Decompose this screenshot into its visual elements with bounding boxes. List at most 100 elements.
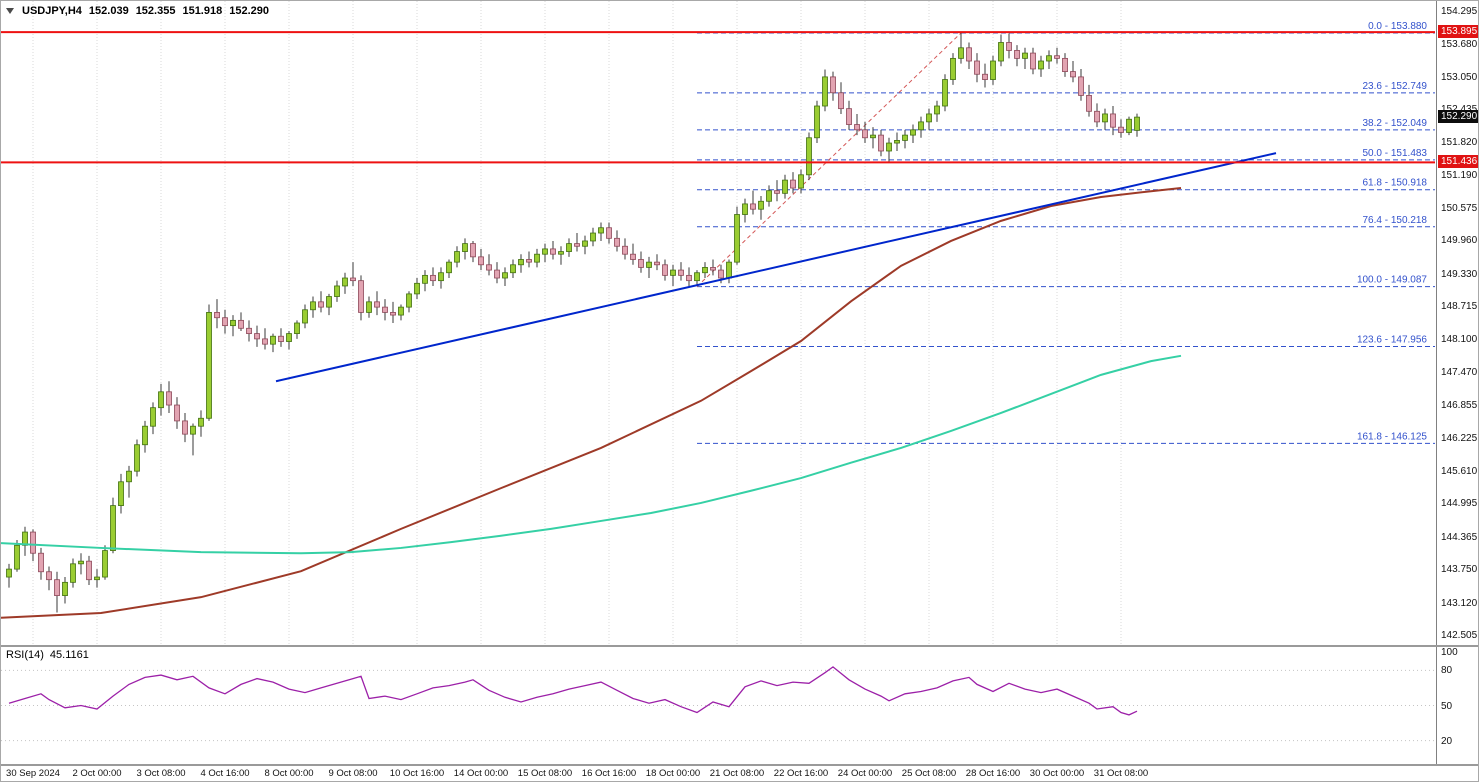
candlestick — [910, 124, 916, 144]
candlestick — [1006, 33, 1012, 59]
candlestick — [470, 240, 476, 263]
candlestick — [902, 129, 908, 149]
hline-price-badge: 151.436 — [1438, 155, 1478, 169]
price-axis-label: 153.680 — [1441, 38, 1478, 50]
candlestick — [398, 304, 404, 321]
time-axis-label: 22 Oct 16:00 — [773, 768, 829, 779]
candlestick — [1110, 106, 1116, 136]
price-axis[interactable]: 154.295 153.680 153.050 152.435 151.820 151.1… — [1436, 1, 1478, 645]
rsi-panel[interactable]: RSI(14) 45.1161 — [1, 647, 1436, 764]
candlestick — [558, 246, 564, 265]
fibonacci-retracement[interactable]: 0.0 - 153.880 23.6 - 152.749 38.2 - 152.04… — [696, 21, 1435, 444]
candlestick — [630, 243, 636, 265]
candlestick — [966, 42, 972, 69]
candlestick — [726, 259, 732, 284]
candlestick — [118, 473, 124, 514]
candlestick — [750, 190, 756, 215]
candlestick — [134, 439, 140, 477]
candlestick — [438, 267, 444, 289]
candlestick — [302, 304, 308, 329]
candlestick — [830, 71, 836, 101]
time-axis-label: 31 Oct 08:00 — [1093, 768, 1149, 779]
candlestick — [534, 248, 540, 268]
time-axis-label: 9 Oct 08:00 — [328, 768, 378, 779]
rsi-axis-label: 80 — [1441, 665, 1453, 677]
candlestick-series — [6, 32, 1140, 613]
candlestick — [734, 206, 740, 265]
candlestick — [918, 116, 924, 138]
candlestick — [486, 254, 492, 276]
candlestick — [70, 558, 76, 588]
time-axis-label: 18 Oct 00:00 — [645, 768, 701, 779]
time-axis-label: 21 Oct 08:00 — [709, 768, 765, 779]
candlestick — [270, 333, 276, 353]
price-axis-label: 147.470 — [1441, 367, 1478, 379]
rsi-axis[interactable]: 100 80 50 20 — [1436, 647, 1478, 764]
price-axis-label: 146.855 — [1441, 399, 1478, 411]
candlestick — [822, 69, 828, 112]
time-axis-label: 30 Sep 2024 — [6, 768, 60, 779]
candlestick — [430, 267, 436, 286]
candlestick — [78, 553, 84, 575]
time-axis-label: 2 Oct 00:00 — [72, 768, 122, 779]
candlestick — [598, 222, 604, 241]
candlestick — [350, 262, 356, 286]
candlestick — [158, 383, 164, 416]
price-chart-panel[interactable]: 0.0 - 153.880 23.6 - 152.749 38.2 - 152.04… — [1, 1, 1436, 645]
candlestick — [494, 262, 500, 284]
candlestick — [334, 280, 340, 302]
candlestick — [958, 32, 964, 64]
candlestick — [638, 251, 644, 273]
candlestick — [574, 233, 580, 252]
fib-level-label: 38.2 - 152.049 — [1363, 118, 1428, 129]
candlestick — [774, 180, 780, 202]
price-axis-label: 149.960 — [1441, 235, 1478, 247]
candlestick — [846, 100, 852, 130]
candlestick — [54, 571, 60, 613]
candlestick — [526, 251, 532, 268]
time-axis[interactable]: 30 Sep 2024 2 Oct 00:00 3 Oct 08:00 4 Oct 1… — [1, 766, 1478, 781]
price-axis-label: 149.330 — [1441, 268, 1478, 280]
fib-level-label: 23.6 - 152.749 — [1363, 81, 1428, 92]
time-axis-label: 3 Oct 08:00 — [136, 768, 186, 779]
time-axis-label: 8 Oct 00:00 — [264, 768, 314, 779]
candlestick — [646, 256, 652, 279]
candlestick — [934, 100, 940, 122]
candlestick — [238, 312, 244, 331]
candlestick — [126, 465, 132, 498]
fib-level-label: 0.0 - 153.880 — [1368, 21, 1427, 32]
candlestick — [46, 566, 52, 591]
candlestick — [358, 275, 364, 321]
candlestick — [894, 132, 900, 151]
candlestick — [86, 555, 92, 585]
candlestick — [1118, 119, 1124, 138]
candlestick — [414, 278, 420, 300]
candlestick — [1022, 47, 1028, 69]
candlestick — [390, 301, 396, 324]
candlestick — [1062, 53, 1068, 77]
rsi-axis-label: 20 — [1441, 735, 1453, 747]
candlestick — [982, 63, 988, 88]
trendline[interactable] — [275, 152, 1277, 383]
candlestick — [6, 563, 12, 588]
price-axis-label: 151.820 — [1441, 137, 1478, 148]
candlestick — [374, 291, 380, 316]
candlestick — [214, 299, 220, 329]
price-chart-canvas[interactable]: 0.0 - 153.880 23.6 - 152.749 38.2 - 152.04… — [1, 1, 1436, 645]
price-axis-label: 154.295 — [1441, 6, 1478, 17]
candlestick — [710, 259, 716, 276]
candlestick — [254, 325, 260, 347]
candlestick — [342, 272, 348, 294]
candlestick — [446, 259, 452, 279]
candlestick — [662, 259, 668, 281]
candlestick — [206, 304, 212, 421]
fib-level-label: 100.0 - 149.087 — [1357, 275, 1427, 286]
price-axis-label: 151.190 — [1441, 170, 1478, 182]
candlestick — [622, 238, 628, 260]
candlestick — [462, 238, 468, 260]
fib-anchor-line[interactable] — [696, 32, 962, 288]
time-axis-label: 28 Oct 16:00 — [965, 768, 1021, 779]
candlestick — [742, 198, 748, 223]
rsi-canvas[interactable] — [1, 647, 1436, 764]
panel-divider[interactable] — [1, 645, 1478, 647]
